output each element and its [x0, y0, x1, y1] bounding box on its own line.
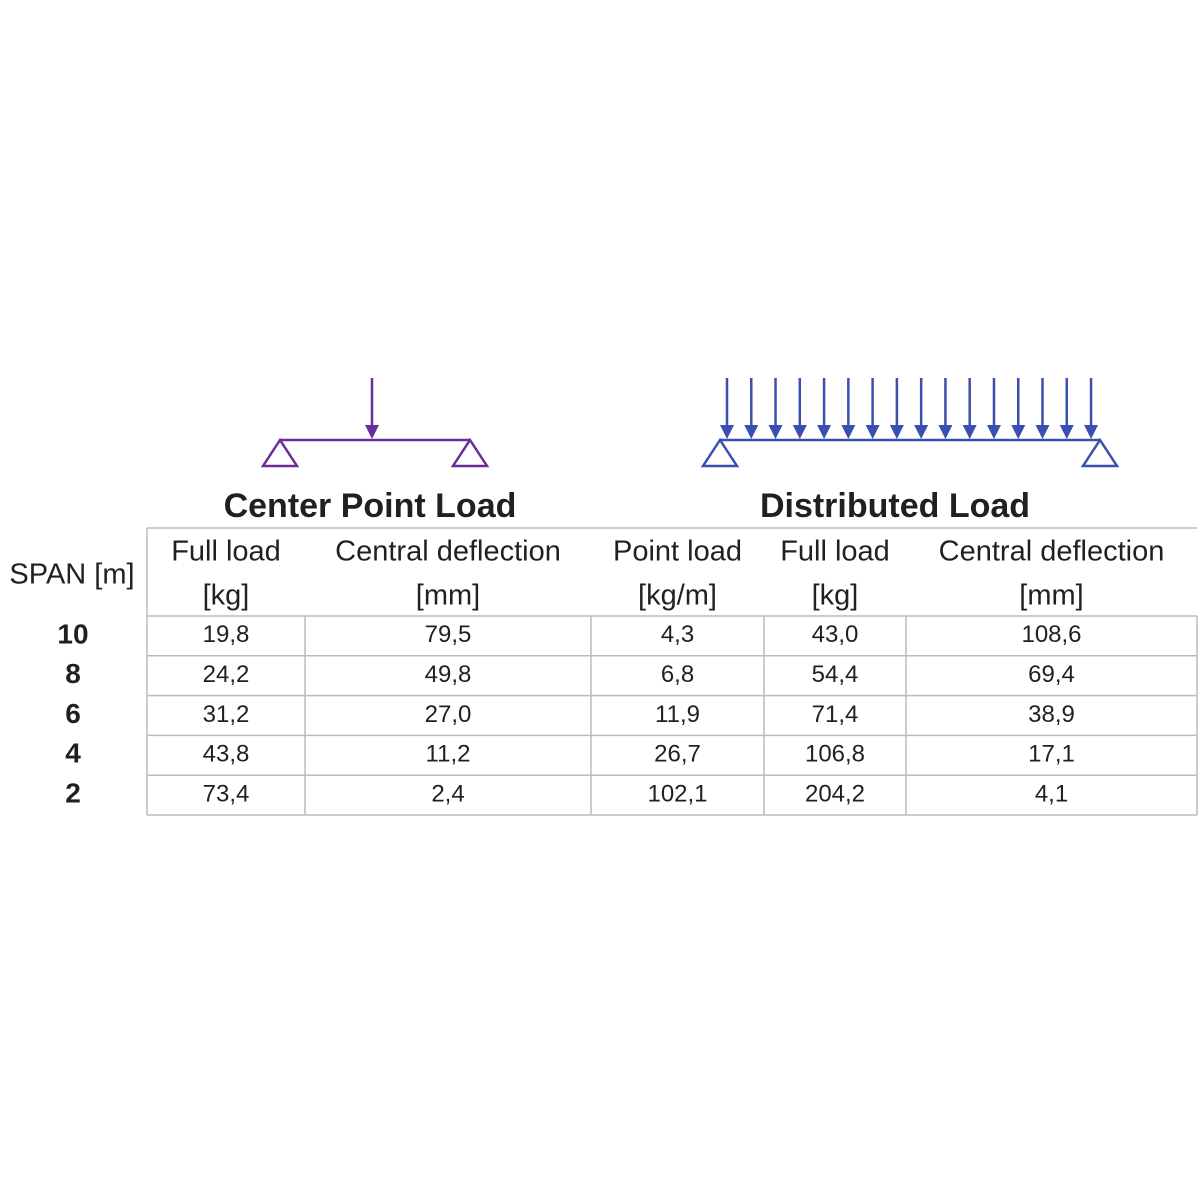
table-cell: 19,8 — [203, 621, 250, 648]
column-header: Central deflection — [335, 536, 561, 568]
arrow-head — [720, 425, 734, 439]
span-label: 6 — [65, 698, 81, 729]
title: Center Point Load — [224, 487, 517, 525]
arrow-head — [841, 425, 856, 439]
column-header: [kg] — [203, 580, 250, 612]
table-cell: 108,6 — [1021, 621, 1081, 648]
table-cell: 4,3 — [661, 621, 694, 648]
table-cell: 24,2 — [203, 661, 250, 688]
arrow-head — [1084, 425, 1099, 439]
table-cell: 27,0 — [425, 701, 472, 728]
table-cell: 102,1 — [647, 780, 707, 807]
arrow-head — [1059, 425, 1074, 439]
arrow-head — [865, 425, 880, 439]
span-label: 8 — [65, 658, 81, 689]
table-cell: 6,8 — [661, 661, 694, 688]
column-header: Full load — [171, 536, 281, 568]
arrow-head — [1011, 425, 1026, 439]
table-cell: 11,2 — [426, 741, 471, 768]
table-cell: 4,1 — [1035, 780, 1068, 807]
table: Full load [kg] Central deflection [mm] Point… — [57, 527, 1198, 816]
table-cell: 49,8 — [425, 661, 472, 688]
arrow-head — [792, 425, 807, 439]
table-cell: 17,1 — [1028, 741, 1075, 768]
table-cell: 106,8 — [805, 741, 865, 768]
arrow-head — [1035, 425, 1050, 439]
table-cell: 31,2 — [203, 701, 250, 728]
table-cell: 43,0 — [812, 621, 859, 648]
arrow-head — [938, 425, 953, 439]
table-cell: 71,4 — [812, 701, 859, 728]
table-cell: 79,5 — [425, 621, 472, 648]
center-point-diagram — [260, 378, 490, 468]
arrow-head — [889, 425, 904, 439]
table-cell: 73,4 — [203, 780, 250, 807]
row-header: SPAN [m] — [9, 559, 134, 591]
table-cell: 204,2 — [805, 780, 865, 807]
table-cell: 69,4 — [1028, 661, 1075, 688]
column-header: Central deflection — [939, 536, 1165, 568]
arrow-head — [817, 425, 832, 439]
arrow-head — [914, 425, 929, 439]
arrow-head — [986, 425, 1001, 439]
table-cell: 26,7 — [654, 741, 701, 768]
table-cell: 2,4 — [431, 780, 464, 807]
column-header: [mm] — [416, 580, 480, 612]
arrow-head — [768, 425, 783, 439]
table-cell: 11,9 — [655, 701, 700, 728]
column-header: Full load — [780, 536, 890, 568]
distributed-diagram — [700, 378, 1120, 468]
arrow-head — [962, 425, 977, 439]
span-label: 10 — [57, 618, 88, 649]
column-header: [kg] — [812, 580, 859, 612]
column-header: [kg/m] — [638, 580, 717, 612]
table-cell: 43,8 — [203, 741, 250, 768]
table-cell: 54,4 — [812, 661, 859, 688]
column-header: Point load — [613, 536, 742, 568]
column-header: [mm] — [1019, 580, 1083, 612]
table-cell: 38,9 — [1028, 701, 1075, 728]
arrow-head — [744, 425, 759, 439]
span-label: 2 — [65, 777, 81, 808]
title: Distributed Load — [760, 487, 1030, 525]
span-label: 4 — [65, 738, 81, 769]
